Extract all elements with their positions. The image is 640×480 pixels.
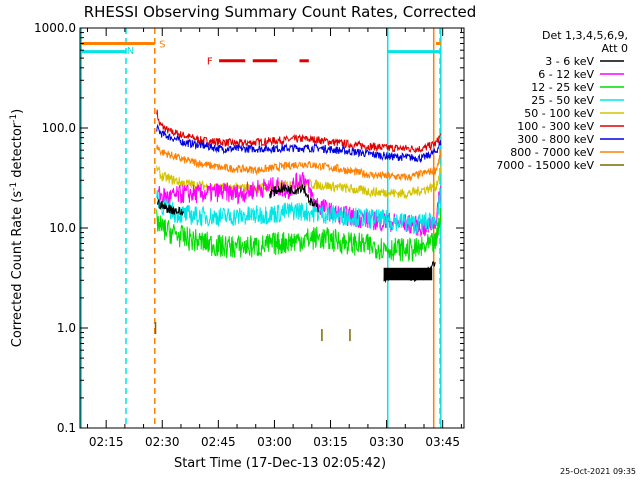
axis-ticks: 1000.0 100.0 10.0 1.0 0.1 02:15 02:30 02:45 03:0… [34,21,464,449]
footer-date: 25-Oct-2021 09:35 [560,467,636,476]
olive-marks [154,322,351,342]
series-line-1 [156,123,442,164]
status-bars [81,41,441,63]
legend-header: Det 1,3,4,5,6,9, [542,29,628,42]
x-tick-label: 02:30 [145,435,180,449]
annotation-S: S [159,39,165,50]
annotation-labels: N S F [127,39,213,67]
y-label-end: ) [10,109,25,114]
boundary-lines [80,28,442,428]
series-line-9 [383,260,436,284]
x-tick-label: 03:30 [369,435,404,449]
legend-entry-label: 6 - 12 keV [538,68,594,81]
y-tick-label: 1000.0 [34,21,76,35]
series-line-5 [156,188,442,235]
series-line-3 [156,165,442,200]
y-tick-label: 10.0 [49,221,76,235]
x-tick-label: 03:00 [257,435,292,449]
x-tick-label: 02:15 [89,435,124,449]
x-axis-label: Start Time (17-Dec-13 02:05:42) [174,456,386,471]
x-tick-label: 02:45 [201,435,236,449]
legend-entry-label: 800 - 7000 keV [510,146,594,159]
legend-entry-label: 3 - 6 keV [545,55,594,68]
x-tick-label: 03:45 [425,435,460,449]
series-line-6 [156,207,442,263]
legend-entry-label: 25 - 50 keV [531,94,594,107]
y-label-sup2: -1 [9,114,19,123]
y-label-main: Corrected Count Rate (s [10,191,25,348]
x-tick-label: 03:15 [313,435,348,449]
series-line-2 [156,144,442,183]
y-tick-label: 1.0 [57,321,76,335]
annotation-F: F [207,56,213,67]
y-label-sup1: -1 [9,182,19,191]
y-label-mid: detector [10,122,25,182]
y-tick-label: 0.1 [57,421,76,435]
legend-entry-label: 7000 - 15000 keV [496,159,594,172]
legend-entry-label: 300 - 800 keV [517,133,594,146]
legend-entry-label: 12 - 25 keV [531,81,594,94]
y-tick-label: 100.0 [42,121,76,135]
annotation-N: N [127,46,134,57]
series-line-7 [156,199,185,216]
series-line-0 [156,109,442,154]
legend-entry-label: 50 - 100 keV [524,107,594,120]
chart-title: RHESSI Observing Summary Count Rates, Co… [84,3,477,21]
data-series [156,109,442,284]
y-axis-label: Corrected Count Rate (s-1 detector-1) [9,109,25,347]
legend-entry-label: 100 - 300 keV [517,120,594,133]
series-line-8 [269,183,319,213]
legend-header-att: Att 0 [602,42,628,55]
